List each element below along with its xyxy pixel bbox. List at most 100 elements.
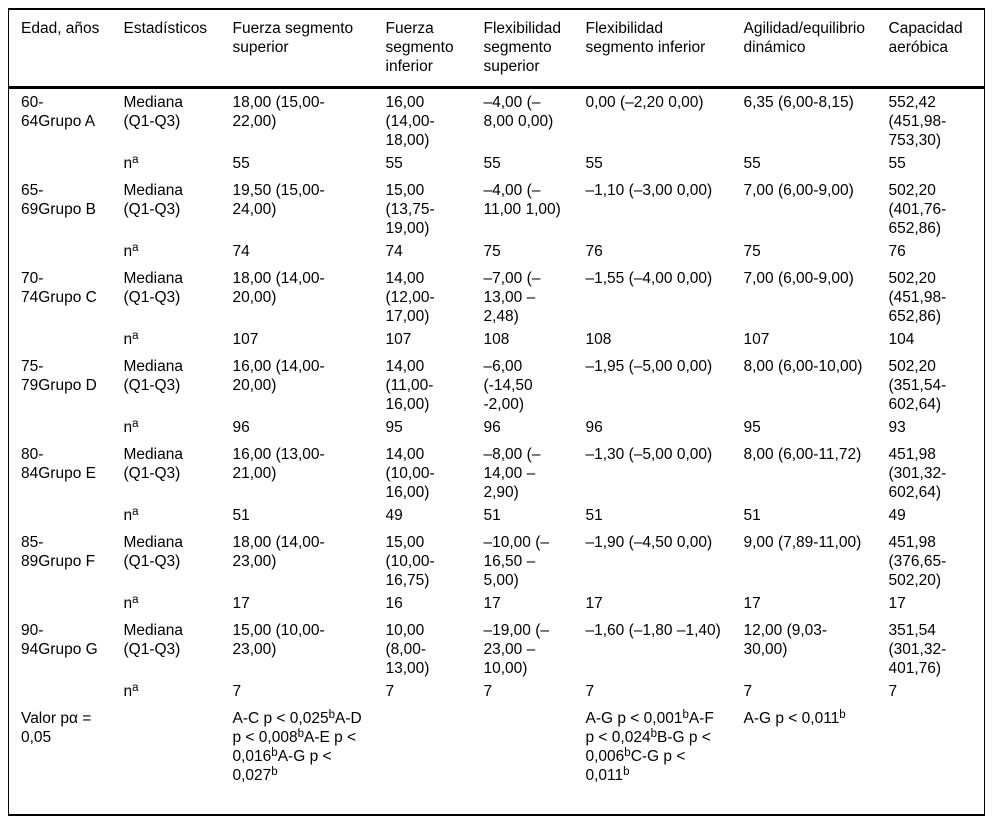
column-header-4: Fuerza segmento inferior	[373, 9, 472, 89]
median-value-cell: 15,00 (13,75-19,00)	[385, 181, 435, 237]
group-median-row: 60-64Grupo A Mediana (Q1-Q3) 18,00 (15,00-…	[9, 87, 985, 152]
median-value-cell: –8,00 (–14,00 –2,90)	[483, 445, 541, 501]
median-value-cell: –1,30 (–5,00 0,00)	[585, 445, 713, 463]
p-value-cell: A-C p < 0,025bA-D p < 0,008bA-E p < 0,01…	[232, 708, 362, 784]
median-value-cell: 10,00 (8,00-13,00)	[385, 621, 430, 677]
stat-label-cell: Mediana (Q1-Q3)	[123, 621, 183, 658]
results-table: Edad, años Estadísticos Fuerza segmento su…	[8, 8, 985, 816]
n-value-cell: 16	[385, 594, 403, 612]
empty-stat-cell	[112, 705, 221, 815]
age-group-cell: 90-94Grupo G	[21, 621, 98, 658]
n-value-cell: 108	[483, 330, 510, 348]
median-value-cell: –4,00 (–8,00 0,00)	[483, 93, 554, 130]
n-label-cell: na	[123, 593, 139, 612]
median-value-cell: 6,35 (6,00-8,15)	[743, 93, 854, 111]
footnote-marker: a	[132, 241, 139, 254]
n-label-cell: na	[123, 505, 139, 524]
p-value-cell: A-G p < 0,011b	[743, 708, 846, 727]
median-value-cell: 18,00 (15,00-22,00)	[232, 93, 325, 130]
group-n-row: na 74 74 75 76 75 76	[9, 240, 985, 265]
p-value-row: Valor pα = 0,05 A-C p < 0,025bA-D p < 0,0…	[9, 705, 985, 815]
median-value-cell: 0,00 (–2,20 0,00)	[585, 93, 704, 111]
median-value-cell: –4,00 (–11,00 1,00)	[483, 181, 561, 218]
n-label-cell: na	[123, 329, 139, 348]
n-value-cell: 17	[232, 594, 250, 612]
median-value-cell: 12,00 (9,03-30,00)	[743, 621, 828, 658]
n-value-cell: 95	[743, 418, 761, 436]
footnote-marker: b	[682, 708, 689, 721]
median-value-cell: 18,00 (14,00-20,00)	[232, 269, 325, 306]
n-label-cell: na	[123, 153, 139, 172]
footnote-marker: b	[328, 708, 335, 721]
stat-label-cell: Mediana (Q1-Q3)	[123, 533, 183, 570]
n-value-cell: 74	[232, 242, 250, 260]
n-value-cell: 55	[483, 154, 501, 172]
table-header: Edad, años Estadísticos Fuerza segmento su…	[8, 9, 985, 89]
column-header-3: Fuerza segmento superior	[220, 9, 374, 89]
n-value-cell: 96	[483, 418, 501, 436]
stat-label-cell: Mediana (Q1-Q3)	[123, 93, 183, 130]
column-header-2: Estadísticos	[111, 9, 221, 89]
n-value-cell: 51	[483, 506, 501, 524]
n-value-cell: 96	[585, 418, 603, 436]
p-value-cell	[374, 705, 472, 815]
group-median-row: 80-84Grupo E Mediana (Q1-Q3) 16,00 (13,00-…	[9, 441, 985, 504]
n-value-cell: 75	[483, 242, 501, 260]
n-value-cell: 95	[385, 418, 403, 436]
n-value-cell: 75	[743, 242, 761, 260]
stat-label-cell: Mediana (Q1-Q3)	[123, 181, 183, 218]
median-value-cell: 8,00 (6,00-11,72)	[743, 445, 862, 463]
n-value-cell: 96	[232, 418, 250, 436]
n-value-cell: 49	[385, 506, 403, 524]
group-median-row: 75-79Grupo D Mediana (Q1-Q3) 16,00 (14,00-…	[9, 353, 985, 416]
n-value-cell: 17	[888, 594, 906, 612]
n-value-cell: 7	[743, 682, 753, 700]
n-value-cell: 55	[585, 154, 603, 172]
n-value-cell: 17	[585, 594, 603, 612]
median-value-cell: 502,20 (451,98-652,86)	[888, 269, 947, 325]
group-n-row: na 96 95 96 96 95 93	[9, 416, 985, 441]
median-value-cell: –19,00 (–23,00 –10,00)	[483, 621, 550, 677]
median-value-cell: –6,00 (-14,50 -2,00)	[483, 357, 533, 413]
group-n-row: na 17 16 17 17 17 17	[9, 592, 985, 617]
median-value-cell: –1,90 (–4,50 0,00)	[585, 533, 713, 551]
n-value-cell: 107	[232, 330, 259, 348]
footnote-marker: a	[132, 681, 139, 694]
n-value-cell: 93	[888, 418, 906, 436]
footnote-marker: b	[624, 746, 631, 759]
median-value-cell: 351,54 (301,32-401,76)	[888, 621, 947, 677]
footnote-marker: a	[132, 329, 139, 342]
n-value-cell: 108	[585, 330, 612, 348]
median-value-cell: 502,20 (401,76-652,86)	[888, 181, 947, 237]
stat-label-cell: Mediana (Q1-Q3)	[123, 269, 183, 306]
header-row: Edad, años Estadísticos Fuerza segmento su…	[8, 9, 985, 89]
median-value-cell: 14,00 (12,00-17,00)	[385, 269, 435, 325]
column-header-5: Flexibilidad segmento superior	[471, 9, 574, 89]
p-value-cell	[877, 705, 985, 815]
n-value-cell: 55	[232, 154, 250, 172]
footnote-marker: b	[271, 746, 278, 759]
n-value-cell: 17	[483, 594, 501, 612]
n-value-cell: 7	[888, 682, 898, 700]
column-header-7: Agilidad/equilibrio dinámico	[731, 9, 877, 89]
median-value-cell: 552,42 (451,98-753,30)	[888, 93, 947, 149]
group-median-row: 65-69Grupo B Mediana (Q1-Q3) 19,50 (15,00-…	[9, 177, 985, 240]
median-value-cell: 19,50 (15,00-24,00)	[232, 181, 325, 218]
median-value-cell: –1,60 (–1,80 –1,40)	[585, 621, 721, 639]
median-value-cell: 18,00 (14,00-23,00)	[232, 533, 325, 570]
median-value-cell: 14,00 (10,00-16,00)	[385, 445, 435, 501]
p-value-label-cell: Valor pα = 0,05	[21, 709, 92, 746]
n-value-cell: 51	[585, 506, 603, 524]
median-value-cell: 9,00 (7,89-11,00)	[743, 533, 862, 551]
median-value-cell: –1,55 (–4,00 0,00)	[585, 269, 713, 287]
footnote-marker: a	[132, 153, 139, 166]
median-value-cell: 16,00 (14,00-20,00)	[232, 357, 325, 394]
n-value-cell: 51	[743, 506, 761, 524]
median-value-cell: 14,00 (11,00-16,00)	[385, 357, 434, 413]
footnote-marker: a	[132, 417, 139, 430]
median-value-cell: 502,20 (351,54-602,64)	[888, 357, 947, 413]
column-header-6: Flexibilidad segmento inferior	[573, 9, 732, 89]
median-value-cell: 7,00 (6,00-9,00)	[743, 269, 854, 287]
n-value-cell: 51	[232, 506, 250, 524]
